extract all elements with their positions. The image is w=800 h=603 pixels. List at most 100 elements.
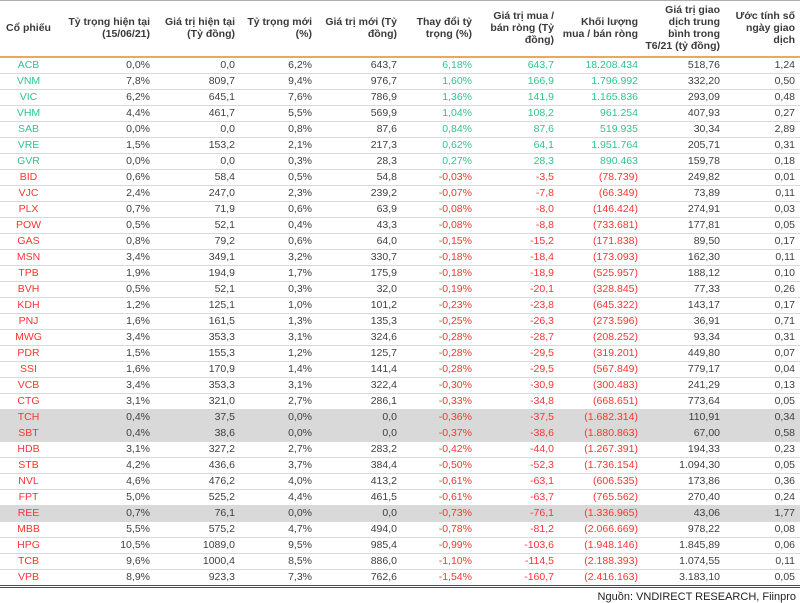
value-cell: 36,91 <box>643 313 725 330</box>
value-cell: 30,34 <box>643 121 725 138</box>
value-cell: 5,5% <box>240 105 317 122</box>
value-cell: 0,08 <box>725 521 800 538</box>
value-cell: 135,3 <box>317 313 402 330</box>
value-cell: -0,25% <box>402 313 477 330</box>
value-cell: 8,5% <box>240 553 317 570</box>
value-cell: 141,9 <box>477 89 559 106</box>
value-cell: 1.094,30 <box>643 457 725 474</box>
table-row: SBT 0,4% 38,6 0,0% 0,0 -0,37% -38,6 (1.880.863)… <box>0 425 800 442</box>
value-cell: 38,6 <box>155 425 240 442</box>
ticker-cell: PDR <box>0 345 60 362</box>
value-cell: 270,40 <box>643 489 725 506</box>
value-cell: 0,8% <box>60 233 155 250</box>
value-cell: 0,0 <box>317 409 402 426</box>
value-cell: 3.183,10 <box>643 569 725 588</box>
value-cell: 0,24 <box>725 489 800 506</box>
ticker-cell: VRE <box>0 137 60 154</box>
value-cell: 332,20 <box>643 73 725 90</box>
value-cell: 3,1% <box>240 377 317 394</box>
value-cell: (1.682.314) <box>559 409 643 426</box>
value-cell: 0,01 <box>725 169 800 186</box>
table-row: BID 0,6% 58,4 0,5% 54,8 -0,03% -3,5 (78.739) 249… <box>0 169 800 186</box>
value-cell: (208.252) <box>559 329 643 346</box>
ticker-cell: MSN <box>0 249 60 266</box>
value-cell: 0,7% <box>60 505 155 522</box>
value-cell: 353,3 <box>155 329 240 346</box>
ticker-cell: PLX <box>0 201 60 218</box>
value-cell: 327,2 <box>155 441 240 458</box>
table-row: TCB 9,6% 1000,4 8,5% 886,0 -1,10% -114,5 (2.188… <box>0 553 800 570</box>
value-cell: 3,2% <box>240 249 317 266</box>
value-cell: 2,7% <box>240 441 317 458</box>
value-cell: 1,6% <box>60 313 155 330</box>
value-cell: 976,7 <box>317 73 402 90</box>
value-cell: 110,91 <box>643 409 725 426</box>
value-cell: 2,3% <box>240 185 317 202</box>
ticker-cell: VIC <box>0 89 60 106</box>
value-cell: -7,8 <box>477 185 559 202</box>
value-cell: 73,89 <box>643 185 725 202</box>
value-cell: 0,0% <box>240 409 317 426</box>
value-cell: 413,2 <box>317 473 402 490</box>
value-cell: 141,4 <box>317 361 402 378</box>
value-cell: 1,2% <box>60 297 155 314</box>
table-row: PNJ 1,6% 161,5 1,3% 135,3 -0,25% -26,3 (273.596… <box>0 313 800 330</box>
ticker-cell: VPB <box>0 569 60 588</box>
value-cell: -0,73% <box>402 505 477 522</box>
value-cell: -103,6 <box>477 537 559 554</box>
value-cell: 4,4% <box>60 105 155 122</box>
value-cell: 569,9 <box>317 105 402 122</box>
value-cell: 161,5 <box>155 313 240 330</box>
value-cell: 0,48 <box>725 89 800 106</box>
value-cell: -1,54% <box>402 569 477 588</box>
value-cell: -0,28% <box>402 329 477 346</box>
value-cell: 645,1 <box>155 89 240 106</box>
ticker-cell: SSI <box>0 361 60 378</box>
value-cell: 9,6% <box>60 553 155 570</box>
value-cell: 0,5% <box>60 217 155 234</box>
column-header-2: Tỷ trọng hiện tại (15/06/21) <box>60 0 155 58</box>
value-cell: 125,1 <box>155 297 240 314</box>
value-cell: 10,5% <box>60 537 155 554</box>
value-cell: -26,3 <box>477 313 559 330</box>
value-cell: -1,10% <box>402 553 477 570</box>
value-cell: 9,4% <box>240 73 317 90</box>
value-cell: 87,6 <box>477 121 559 138</box>
value-cell: 37,5 <box>155 409 240 426</box>
value-cell: 961.254 <box>559 105 643 122</box>
value-cell: 0,31 <box>725 137 800 154</box>
value-cell: 0,05 <box>725 217 800 234</box>
table-row: HPG 10,5% 1089,0 9,5% 985,4 -0,99% -103,6 (1.94… <box>0 537 800 554</box>
value-cell: -0,99% <box>402 537 477 554</box>
value-cell: -0,18% <box>402 249 477 266</box>
value-cell: 0,11 <box>725 553 800 570</box>
ticker-cell: HPG <box>0 537 60 554</box>
value-cell: 153,2 <box>155 137 240 154</box>
value-cell: -20,1 <box>477 281 559 298</box>
value-cell: 217,3 <box>317 137 402 154</box>
value-cell: 0,6% <box>60 169 155 186</box>
column-header-6: Thay đổi tỷ trọng (%) <box>402 0 477 58</box>
value-cell: 762,6 <box>317 569 402 588</box>
value-cell: (328.845) <box>559 281 643 298</box>
value-cell: 101,2 <box>317 297 402 314</box>
value-cell: -34,8 <box>477 393 559 410</box>
value-cell: -0,19% <box>402 281 477 298</box>
value-cell: -15,2 <box>477 233 559 250</box>
value-cell: 643,7 <box>477 57 559 74</box>
table-row: PLX 0,7% 71,9 0,6% 63,9 -0,08% -8,0 (146.424) 27… <box>0 201 800 218</box>
ticker-cell: REE <box>0 505 60 522</box>
ticker-cell: FPT <box>0 489 60 506</box>
value-cell: 0,6% <box>240 233 317 250</box>
ticker-cell: TPB <box>0 265 60 282</box>
value-cell: 978,22 <box>643 521 725 538</box>
column-header-3: Giá trị hiện tại (Tỷ đồng) <box>155 0 240 58</box>
ticker-cell: SBT <box>0 425 60 442</box>
value-cell: 518,76 <box>643 57 725 74</box>
ticker-cell: POW <box>0 217 60 234</box>
column-header-4: Tỷ trọng mới (%) <box>240 0 317 58</box>
value-cell: -0,28% <box>402 361 477 378</box>
value-cell: 353,3 <box>155 377 240 394</box>
value-cell: 162,30 <box>643 249 725 266</box>
value-cell: (66.349) <box>559 185 643 202</box>
